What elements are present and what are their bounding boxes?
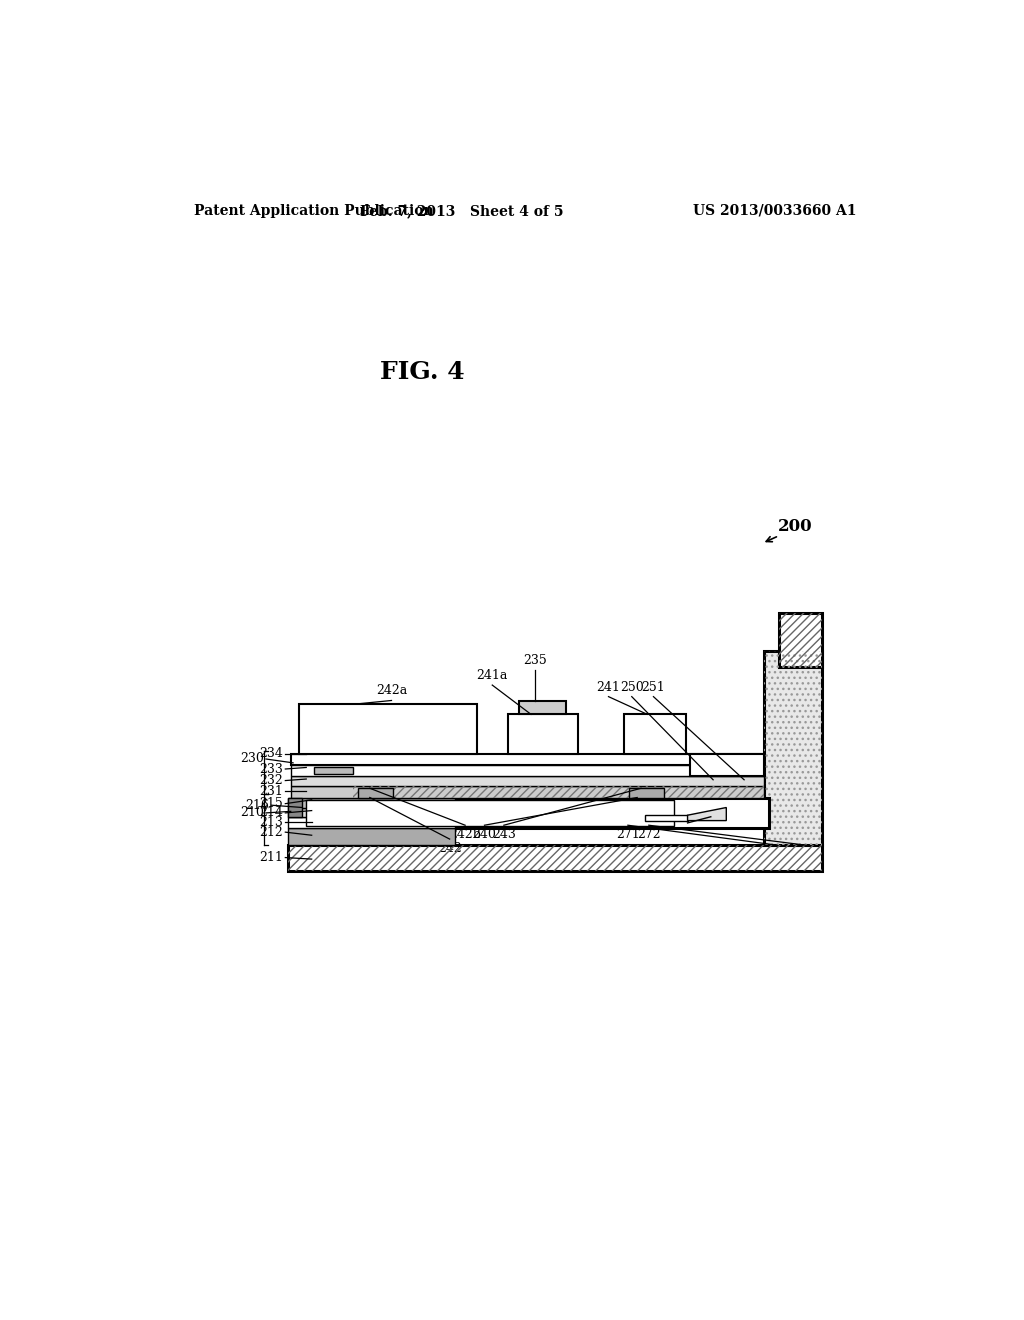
Bar [764,651,821,845]
Bar [289,797,455,808]
Bar [764,651,821,845]
Bar [299,704,477,754]
Bar [519,701,566,714]
Bar [291,776,764,785]
Text: Patent Application Publication: Patent Application Publication [194,203,433,218]
Text: 214: 214 [259,807,283,820]
Text: 241a: 241a [476,669,508,682]
Text: 242a: 242a [376,684,408,697]
Bar [645,816,687,821]
Bar [289,845,821,871]
Bar [306,800,674,826]
Bar [289,797,302,817]
Text: 200: 200 [777,517,812,535]
Polygon shape [687,808,726,821]
Bar [690,754,764,776]
Bar [291,754,764,766]
Bar [289,817,455,829]
Text: 230: 230 [240,752,263,766]
Text: 242: 242 [437,842,462,855]
Bar [624,714,686,754]
Text: 234: 234 [259,747,283,760]
Bar [291,766,764,776]
Text: 212: 212 [259,825,283,838]
Bar [291,785,764,797]
Bar [630,788,665,797]
Bar [358,788,393,797]
Text: 240: 240 [472,829,497,841]
Text: 211: 211 [259,851,283,865]
Text: 213: 213 [259,816,283,829]
Bar [289,829,455,845]
Text: 210: 210 [240,807,263,820]
Text: 242b: 242b [450,829,481,841]
Bar [352,785,764,797]
Text: 243: 243 [492,829,516,841]
Bar [779,612,821,667]
Text: 235: 235 [523,653,547,667]
Bar [289,808,455,817]
Text: 215: 215 [259,797,283,810]
Text: 216: 216 [245,799,269,812]
Bar [508,714,578,754]
Text: 241: 241 [597,681,621,693]
Bar [314,767,352,775]
Text: 231: 231 [259,785,283,797]
Text: US 2013/0033660 A1: US 2013/0033660 A1 [693,203,856,218]
Text: 232: 232 [259,774,283,787]
Text: 272: 272 [637,829,660,841]
Text: Feb. 7, 2013   Sheet 4 of 5: Feb. 7, 2013 Sheet 4 of 5 [359,203,563,218]
Bar [779,612,821,667]
Text: 233: 233 [259,763,283,776]
Bar [304,797,769,829]
Text: 271: 271 [616,829,640,841]
Text: 250: 250 [620,681,644,693]
Text: FIG. 4: FIG. 4 [380,360,465,384]
Text: 251: 251 [642,681,666,693]
Bar [289,845,821,871]
